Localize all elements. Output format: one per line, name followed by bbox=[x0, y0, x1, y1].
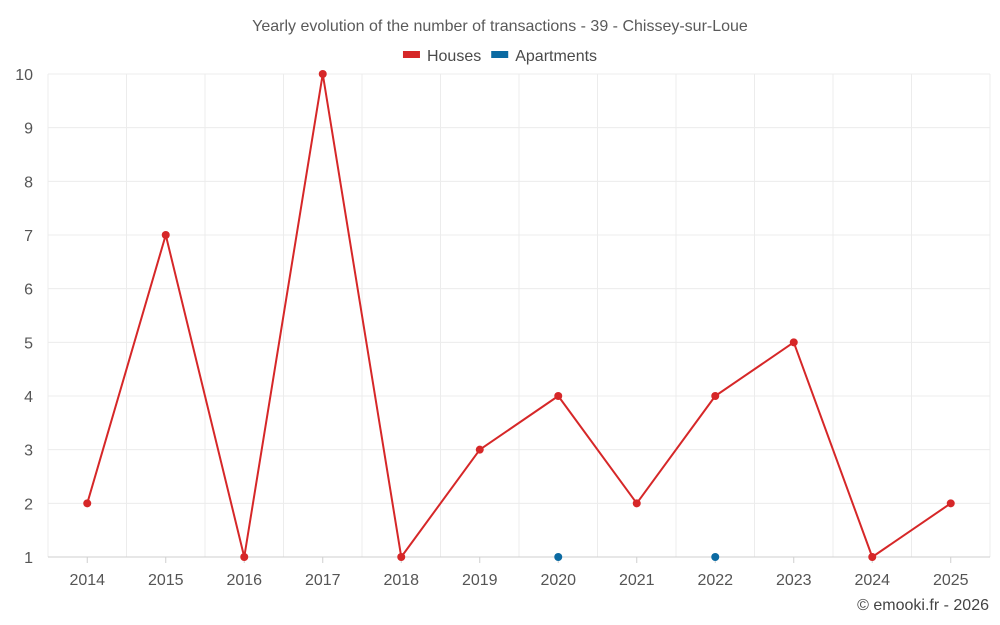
data-point bbox=[946, 499, 955, 508]
series-houses bbox=[83, 70, 955, 561]
chart-title: Yearly evolution of the number of transa… bbox=[252, 18, 748, 35]
data-point bbox=[868, 553, 877, 561]
data-point bbox=[711, 392, 720, 400]
y-tick-label: 5 bbox=[24, 335, 33, 352]
x-tick-label: 2023 bbox=[776, 572, 812, 589]
data-point bbox=[318, 70, 327, 78]
y-tick-label: 3 bbox=[24, 443, 33, 460]
data-point bbox=[240, 553, 249, 561]
y-tick-labels: 1 2 3 4 5 6 7 8 9 10 bbox=[15, 67, 33, 567]
data-point bbox=[554, 392, 563, 400]
y-tick-label: 4 bbox=[24, 389, 33, 406]
x-tick-label: 2014 bbox=[69, 572, 105, 589]
x-tick-label: 2016 bbox=[226, 572, 262, 589]
legend-label: Apartments bbox=[515, 48, 597, 65]
x-tick-label: 2018 bbox=[383, 572, 419, 589]
series-line bbox=[86, 73, 952, 558]
y-tick-label: 1 bbox=[24, 550, 33, 567]
legend-item-apartments[interactable]: Apartments bbox=[491, 48, 597, 65]
x-tick-label: 2020 bbox=[540, 572, 576, 589]
legend-label: Houses bbox=[427, 48, 481, 65]
y-tick-label: 8 bbox=[24, 174, 33, 191]
credit-text: © emooki.fr - 2026 bbox=[857, 597, 989, 614]
data-point bbox=[632, 499, 641, 508]
data-point bbox=[161, 231, 170, 239]
data-point bbox=[711, 553, 720, 561]
axes bbox=[48, 556, 990, 563]
data-point bbox=[475, 445, 484, 454]
grid bbox=[47, 73, 991, 557]
data-point bbox=[554, 553, 563, 561]
series-layer bbox=[83, 70, 955, 561]
x-tick-label: 2017 bbox=[305, 572, 341, 589]
y-tick-label: 7 bbox=[24, 228, 33, 245]
data-point bbox=[83, 499, 92, 508]
y-tick-label: 10 bbox=[15, 67, 33, 84]
series-apartments bbox=[554, 553, 720, 561]
x-tick-label: 2022 bbox=[697, 572, 733, 589]
legend: Houses Apartments bbox=[402, 48, 597, 65]
legend-swatch bbox=[491, 51, 509, 58]
legend-swatch bbox=[402, 51, 420, 58]
x-tick-label: 2024 bbox=[854, 572, 890, 589]
y-tick-label: 2 bbox=[24, 496, 33, 513]
y-tick-label: 9 bbox=[24, 121, 33, 138]
legend-item-houses[interactable]: Houses bbox=[402, 48, 481, 65]
data-point bbox=[789, 338, 798, 347]
x-tick-label: 2025 bbox=[933, 572, 969, 589]
y-tick-label: 6 bbox=[24, 282, 33, 299]
x-tick-label: 2019 bbox=[462, 572, 498, 589]
x-tick-label: 2015 bbox=[148, 572, 184, 589]
x-tick-label: 2021 bbox=[619, 572, 655, 589]
data-point bbox=[397, 553, 406, 561]
x-tick-labels: 2014 2015 2016 2017 2018 2019 2020 2021 2022 2023… bbox=[69, 572, 968, 589]
